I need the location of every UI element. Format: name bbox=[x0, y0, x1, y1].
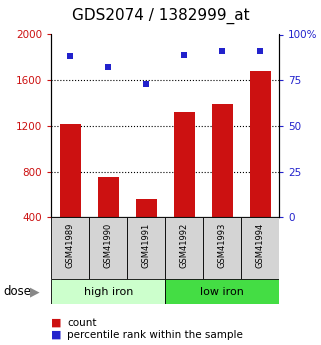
Bar bbox=[51, 217, 89, 279]
Bar bbox=[174, 112, 195, 217]
Text: percentile rank within the sample: percentile rank within the sample bbox=[67, 330, 243, 339]
Point bbox=[106, 65, 111, 70]
Bar bbox=[127, 217, 165, 279]
Point bbox=[182, 52, 187, 57]
Bar bbox=[51, 279, 165, 304]
Bar bbox=[212, 104, 233, 217]
Point bbox=[68, 54, 73, 59]
Text: dose: dose bbox=[3, 285, 31, 298]
Bar bbox=[89, 217, 127, 279]
Point bbox=[220, 48, 225, 54]
Text: high iron: high iron bbox=[84, 287, 133, 296]
Bar bbox=[241, 217, 279, 279]
Bar bbox=[165, 217, 203, 279]
Text: GDS2074 / 1382999_at: GDS2074 / 1382999_at bbox=[72, 8, 249, 23]
Point bbox=[144, 81, 149, 87]
Point bbox=[258, 48, 263, 54]
Text: ■: ■ bbox=[51, 318, 62, 327]
Text: count: count bbox=[67, 318, 97, 327]
Bar bbox=[60, 124, 81, 217]
Text: GSM41991: GSM41991 bbox=[142, 222, 151, 268]
Bar bbox=[203, 217, 241, 279]
Text: ▶: ▶ bbox=[30, 285, 39, 298]
Text: GSM41992: GSM41992 bbox=[180, 222, 189, 268]
Text: GSM41994: GSM41994 bbox=[256, 222, 265, 268]
Bar bbox=[165, 279, 279, 304]
Text: ■: ■ bbox=[51, 330, 62, 339]
Bar bbox=[250, 71, 271, 217]
Text: GSM41989: GSM41989 bbox=[66, 222, 75, 268]
Bar bbox=[136, 199, 157, 217]
Text: low iron: low iron bbox=[200, 287, 244, 296]
Text: GSM41990: GSM41990 bbox=[104, 222, 113, 268]
Text: GSM41993: GSM41993 bbox=[218, 222, 227, 268]
Bar bbox=[98, 177, 119, 217]
